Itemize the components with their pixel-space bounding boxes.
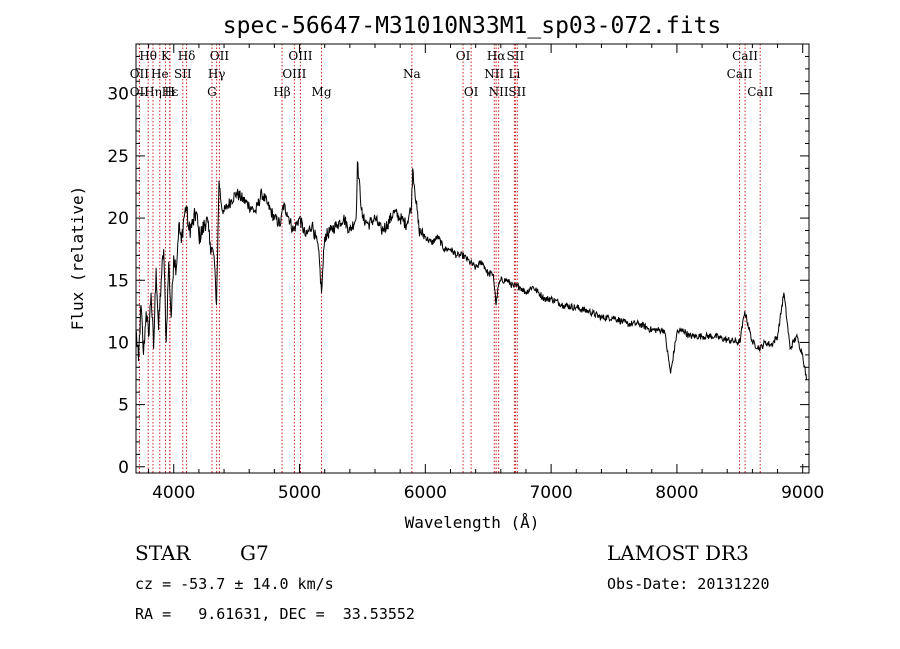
line-label-low-10: CaII bbox=[747, 85, 773, 99]
x-tick-label-1: 5000 bbox=[278, 483, 321, 503]
object-class: STAR bbox=[135, 541, 191, 565]
line-label-top-1: K bbox=[161, 49, 171, 63]
line-label-top-6: Hα bbox=[487, 49, 506, 63]
x-axis-ticks: 4000 5000 6000 7000 8000 9000 bbox=[148, 44, 824, 503]
line-label-mid-6: NII bbox=[484, 67, 504, 81]
line-label-mid-8: CaII bbox=[727, 67, 753, 81]
chart-title: spec-56647-M31010N33M1_sp03-072.fits bbox=[223, 13, 722, 39]
redshift-info: cz = -53.7 ± 14.0 km/s bbox=[135, 575, 334, 593]
y-tick-label-2: 10 bbox=[107, 333, 129, 353]
x-tick-label-4: 8000 bbox=[655, 483, 698, 503]
y-tick-label-3: 15 bbox=[107, 271, 129, 291]
line-label-top-7: SII bbox=[507, 49, 525, 63]
line-label-low-5: Hβ bbox=[273, 85, 290, 99]
line-markers bbox=[138, 44, 761, 473]
y-tick-label-4: 20 bbox=[107, 209, 129, 229]
line-label-low-0: OII bbox=[130, 85, 150, 99]
line-label-top-3: OII bbox=[210, 49, 230, 63]
y-tick-label-5: 25 bbox=[107, 147, 129, 167]
line-label-low-1: Hε bbox=[162, 85, 179, 99]
object-subclass: G7 bbox=[240, 541, 269, 565]
x-tick-label-5: 9000 bbox=[781, 483, 824, 503]
line-label-top-5: OI bbox=[456, 49, 471, 63]
line-label-mid-1: He bbox=[151, 67, 169, 81]
spectrum-line bbox=[135, 160, 807, 380]
y-tick-label-0: 0 bbox=[118, 458, 129, 478]
plot-frame bbox=[135, 43, 810, 474]
line-label-low-6: Mg bbox=[312, 85, 332, 99]
coordinates: RA = 9.61631, DEC = 33.53552 bbox=[135, 605, 415, 623]
x-axis-label: Wavelength (Å) bbox=[405, 513, 540, 532]
line-label-low-2: Hη bbox=[144, 85, 162, 99]
obs-date: Obs-Date: 20131220 bbox=[607, 575, 770, 593]
line-label-top-2: Hδ bbox=[178, 49, 196, 63]
line-label-mid-0: OII bbox=[130, 67, 150, 81]
y-axis-ticks: 0 5 10 15 20 25 30 bbox=[107, 55, 809, 478]
line-label-top-0: Hθ bbox=[139, 49, 157, 63]
line-label-low-3: H bbox=[164, 85, 174, 99]
line-label-mid-4: OIII bbox=[282, 67, 306, 81]
line-label-mid-5: Na bbox=[403, 67, 421, 81]
line-label-mid-3: Hγ bbox=[208, 67, 226, 81]
x-tick-label-0: 4000 bbox=[152, 483, 195, 503]
y-axis-label: Flux (relative) bbox=[68, 186, 87, 331]
y-tick-label-6: 30 bbox=[107, 85, 129, 105]
x-tick-label-2: 6000 bbox=[404, 483, 447, 503]
line-label-low-8: NII bbox=[489, 85, 509, 99]
line-label-top-8: CaII bbox=[732, 49, 758, 63]
line-label-low-4: G bbox=[207, 85, 217, 99]
line-label-mid-7: Li bbox=[508, 67, 520, 81]
line-label-top-4: OIII bbox=[288, 49, 312, 63]
line-label-low-7: OI bbox=[464, 85, 479, 99]
y-tick-label-1: 5 bbox=[118, 396, 129, 416]
survey-name: LAMOST DR3 bbox=[607, 541, 749, 565]
x-tick-label-3: 7000 bbox=[529, 483, 572, 503]
line-label-low-9: SII bbox=[508, 85, 526, 99]
line-label-mid-2: SII bbox=[174, 67, 192, 81]
